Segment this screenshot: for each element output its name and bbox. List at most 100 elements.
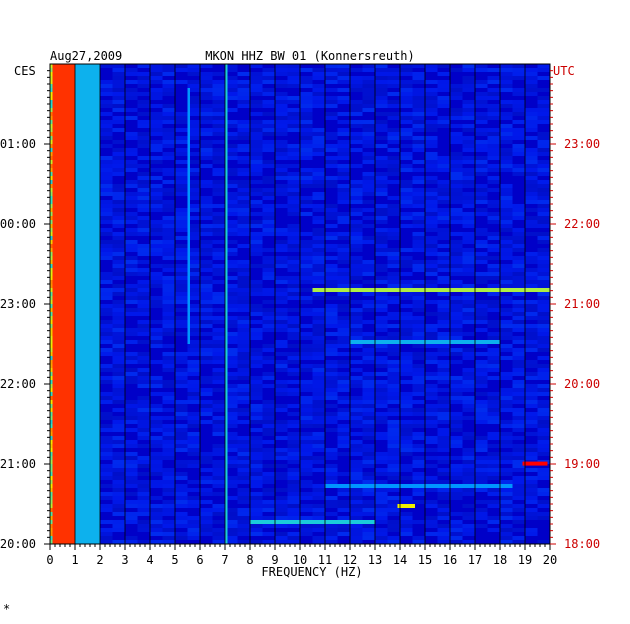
spectrogram-cell bbox=[150, 452, 163, 456]
spectrogram-cell bbox=[287, 484, 300, 488]
spectrogram-cell bbox=[500, 164, 513, 168]
spectrogram-cell bbox=[237, 520, 250, 524]
spectrogram-cell bbox=[162, 400, 175, 404]
spectrogram-cell bbox=[425, 104, 438, 108]
spectrogram-cell bbox=[325, 340, 338, 344]
spectrogram-cell bbox=[525, 160, 538, 164]
spectrogram-cell bbox=[387, 236, 400, 240]
spectrogram-cell bbox=[150, 240, 163, 244]
spectrogram-cell bbox=[325, 472, 338, 476]
spectrogram-cell bbox=[125, 136, 138, 140]
spectrogram-cell bbox=[162, 168, 175, 172]
spectrogram-cell bbox=[275, 168, 288, 172]
spectrogram-cell bbox=[337, 444, 350, 448]
spectrogram-cell bbox=[537, 348, 550, 352]
spectrogram-cell bbox=[262, 412, 275, 416]
spectrogram-cell bbox=[350, 400, 363, 404]
spectral-feature-0 bbox=[52, 64, 75, 544]
spectrogram-cell bbox=[287, 200, 300, 204]
spectrogram-cell bbox=[387, 136, 400, 140]
spectrogram-cell bbox=[125, 520, 138, 524]
spectrogram-cell bbox=[325, 180, 338, 184]
spectrogram-cell bbox=[400, 444, 413, 448]
spectrogram-cell bbox=[537, 264, 550, 268]
spectrogram-cell bbox=[312, 496, 325, 500]
spectrogram-cell bbox=[187, 168, 200, 172]
spectrogram-cell bbox=[387, 312, 400, 316]
spectrogram-cell bbox=[137, 380, 150, 384]
spectrogram-cell bbox=[237, 332, 250, 336]
spectrogram-cell bbox=[100, 496, 113, 500]
spectrogram-cell bbox=[350, 308, 363, 312]
spectrogram-cell bbox=[162, 452, 175, 456]
spectrogram-cell bbox=[512, 260, 525, 264]
spectrogram-cell bbox=[275, 204, 288, 208]
spectrogram-cell bbox=[412, 384, 425, 388]
spectrogram-cell bbox=[325, 388, 338, 392]
spectrogram-cell bbox=[300, 256, 313, 260]
spectrogram-cell bbox=[212, 360, 225, 364]
spectrogram-cell bbox=[337, 472, 350, 476]
spectrogram-cell bbox=[450, 360, 463, 364]
spectrogram-cell bbox=[200, 156, 213, 160]
spectrogram-cell bbox=[462, 348, 475, 352]
spectrogram-cell bbox=[237, 500, 250, 504]
spectrogram-cell bbox=[212, 444, 225, 448]
spectrogram-cell bbox=[537, 436, 550, 440]
spectrogram-cell bbox=[450, 260, 463, 264]
spectrogram-cell bbox=[512, 424, 525, 428]
spectrogram-cell bbox=[450, 320, 463, 324]
spectrogram-cell bbox=[362, 160, 375, 164]
spectrogram-cell bbox=[387, 440, 400, 444]
spectrogram-cell bbox=[462, 216, 475, 220]
spectrogram-cell bbox=[250, 480, 263, 484]
spectrogram-cell bbox=[537, 144, 550, 148]
spectrogram-cell bbox=[237, 160, 250, 164]
spectrogram-cell bbox=[162, 232, 175, 236]
spectrogram-cell bbox=[400, 496, 413, 500]
spectrogram-cell bbox=[537, 208, 550, 212]
spectrogram-cell bbox=[425, 388, 438, 392]
spectrogram-cell bbox=[525, 420, 538, 424]
spectrogram-cell bbox=[400, 144, 413, 148]
spectrogram-cell bbox=[387, 256, 400, 260]
spectrogram-cell bbox=[500, 224, 513, 228]
spectrogram-cell bbox=[225, 232, 238, 236]
spectrogram-cell bbox=[312, 384, 325, 388]
spectrogram-cell bbox=[437, 164, 450, 168]
spectrogram-cell bbox=[437, 208, 450, 212]
spectrogram-cell bbox=[150, 300, 163, 304]
spectrogram-cell bbox=[262, 232, 275, 236]
spectrogram-cell bbox=[412, 352, 425, 356]
spectrogram-cell bbox=[287, 156, 300, 160]
spectrogram-cell bbox=[287, 352, 300, 356]
spectrogram-cell bbox=[237, 456, 250, 460]
spectrogram-cell bbox=[275, 464, 288, 468]
spectrogram-cell bbox=[375, 488, 388, 492]
spectrogram-cell bbox=[437, 188, 450, 192]
spectrogram-cell bbox=[375, 336, 388, 340]
spectrogram-cell bbox=[500, 456, 513, 460]
spectrogram-cell bbox=[212, 156, 225, 160]
spectrogram-cell bbox=[287, 108, 300, 112]
spectrogram-cell bbox=[112, 80, 125, 84]
spectrogram-cell bbox=[337, 112, 350, 116]
spectrogram-cell bbox=[137, 172, 150, 176]
spectrogram-cell bbox=[450, 348, 463, 352]
spectrogram-cell bbox=[400, 324, 413, 328]
spectrogram-cell bbox=[150, 404, 163, 408]
x-tick-label: 10 bbox=[293, 553, 307, 567]
spectrogram-cell bbox=[187, 360, 200, 364]
spectrogram-cell bbox=[237, 420, 250, 424]
spectrogram-cell bbox=[225, 264, 238, 268]
spectrogram-cell bbox=[262, 300, 275, 304]
spectrogram-cell bbox=[225, 360, 238, 364]
spectrogram-cell bbox=[112, 312, 125, 316]
spectrogram-cell bbox=[487, 308, 500, 312]
spectrogram-cell bbox=[125, 356, 138, 360]
spectrogram-cell bbox=[475, 312, 488, 316]
spectrogram-cell bbox=[487, 436, 500, 440]
spectrogram-cell bbox=[387, 248, 400, 252]
spectrogram-cell bbox=[337, 320, 350, 324]
spectrogram-cell bbox=[537, 492, 550, 496]
